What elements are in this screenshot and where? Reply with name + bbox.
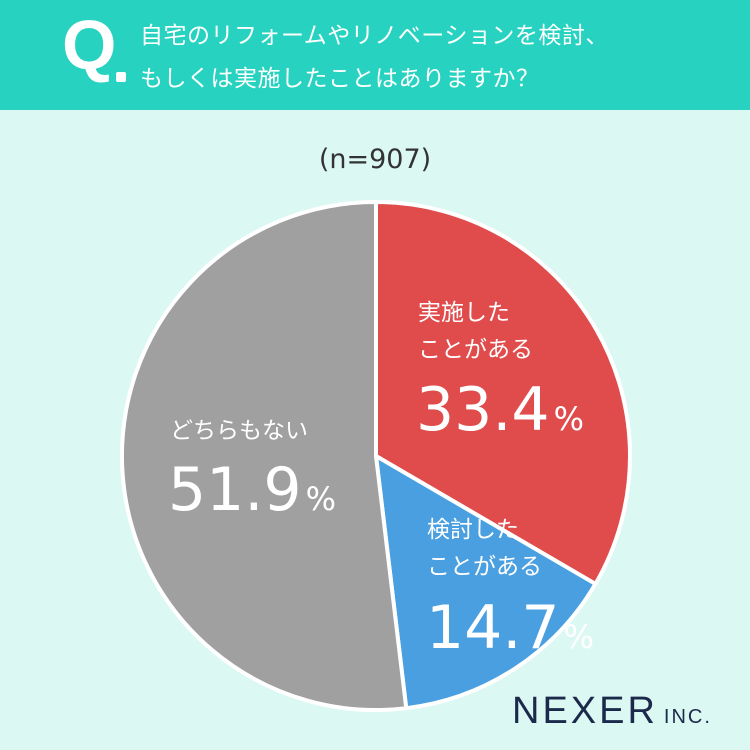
q-dot-decoration [116, 72, 126, 82]
pie-slice-neither [120, 200, 409, 712]
slice-value-implemented-unit: % [554, 400, 584, 438]
sample-size: (n=907) [318, 144, 432, 175]
brand-suffix: INC. [663, 706, 712, 728]
slice-value-implemented-number: 33.4 [416, 375, 550, 445]
q-mark: Q [62, 6, 117, 84]
slice-label-considered: 検討した ことがある 14.7% [426, 517, 594, 663]
slice-label-implemented-line1: 実施した [418, 300, 510, 326]
slice-value-considered-number: 14.7 [426, 593, 560, 663]
question-text-line2: もしくは実施したことはありますか？ [140, 66, 540, 92]
pie-slice-considered [374, 454, 598, 711]
pie-slice-implemented [374, 200, 632, 586]
slice-label-considered-line2: ことがある [427, 554, 542, 580]
slice-value-considered-unit: % [564, 618, 594, 656]
slice-value-neither: 51.9% [168, 455, 336, 525]
pie-slices [120, 200, 632, 712]
question-header: Q 自宅のリフォームやリノベーションを検討、 もしくは実施したことはありますか？ [0, 0, 750, 110]
slice-value-neither-unit: % [306, 480, 336, 518]
slice-value-neither-number: 51.9 [168, 455, 302, 525]
slice-label-implemented: 実施した ことがある 33.4% [416, 300, 584, 445]
brand-logo: NEXER INC. [512, 690, 712, 733]
slice-label-neither-line1: どちらもない [170, 418, 308, 444]
slice-label-considered-line1: 検討した [427, 517, 519, 543]
slice-value-implemented: 33.4% [416, 375, 584, 445]
slice-label-implemented-line2: ことがある [418, 337, 533, 363]
slice-value-considered: 14.7% [426, 593, 594, 663]
slice-label-neither: どちらもない 51.9% [168, 418, 336, 525]
question-text-line1: 自宅のリフォームやリノベーションを検討、 [140, 23, 609, 49]
brand-name: NEXER [512, 690, 658, 732]
